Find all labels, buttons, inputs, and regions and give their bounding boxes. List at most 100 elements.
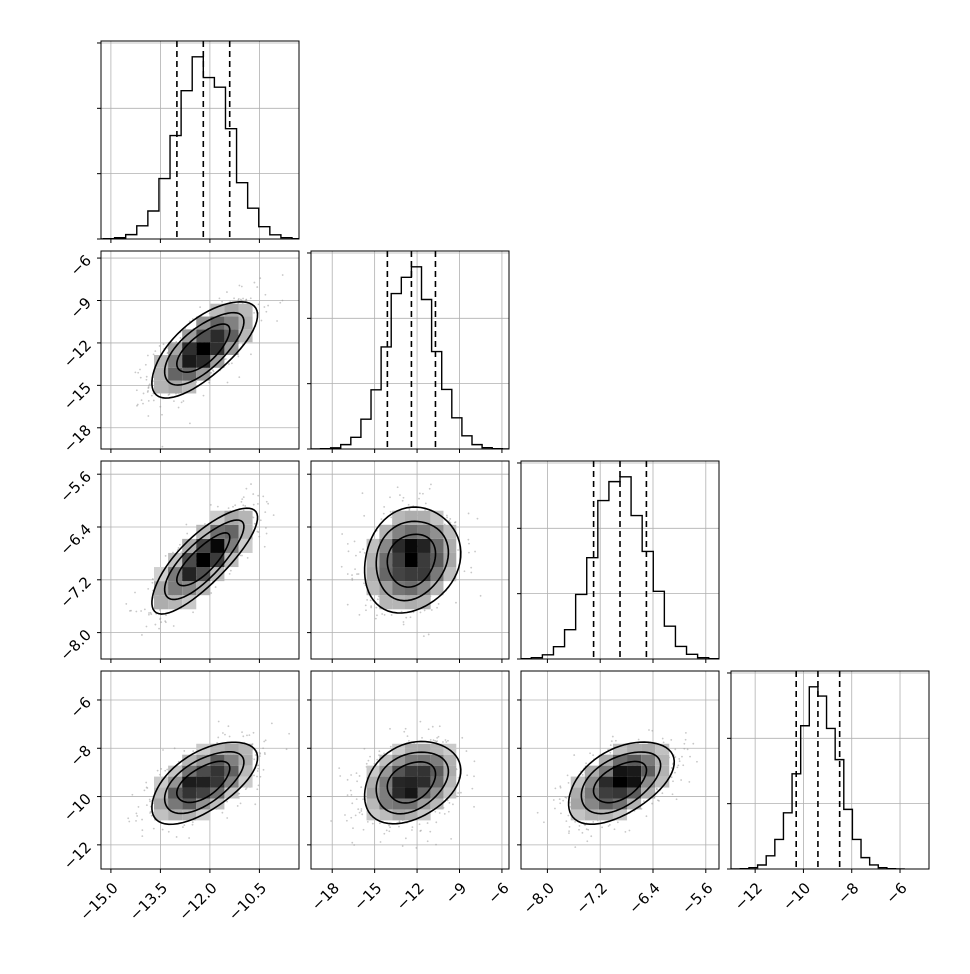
contour-level-1 <box>375 520 450 602</box>
scatter-point <box>470 571 473 574</box>
density-cell <box>570 809 585 821</box>
x-tick-label: −15 <box>350 879 385 914</box>
scatter-point <box>221 300 223 303</box>
density-cell <box>405 754 418 766</box>
scatter-point <box>351 579 354 581</box>
scatter-point <box>350 816 353 819</box>
scatter-point <box>389 727 391 730</box>
density-cell <box>655 743 670 755</box>
density-cell <box>379 776 393 788</box>
tick-marks <box>97 473 260 663</box>
density-cell <box>417 798 431 810</box>
density-cell <box>598 765 613 777</box>
scatter-point <box>408 740 410 742</box>
scatter-point <box>370 605 373 608</box>
scatter-point <box>149 800 151 803</box>
scatter-point <box>680 779 683 781</box>
panel-frame <box>100 460 300 660</box>
scatter-point <box>356 573 358 575</box>
scatter-point <box>265 310 268 313</box>
scatter-point <box>338 767 341 770</box>
density-cell <box>182 809 197 821</box>
contour-level-1 <box>580 751 662 815</box>
scatter-point <box>164 554 167 557</box>
y-tick-label: −6 <box>67 693 95 721</box>
scatter-point <box>581 774 584 776</box>
scatter-point <box>362 548 365 551</box>
density-cell <box>196 787 211 799</box>
y-tick-label: −10 <box>60 790 95 825</box>
scatter-point <box>656 788 658 791</box>
scatter-point <box>568 830 570 833</box>
scatter-point <box>147 399 150 402</box>
scatter-point <box>254 803 257 806</box>
density-cell <box>392 581 406 596</box>
scatter-point <box>589 752 591 755</box>
scatter-point <box>354 814 357 817</box>
scatter-point <box>357 573 360 575</box>
density-cell <box>210 765 225 777</box>
density-cell <box>392 743 406 755</box>
scatter-point <box>426 840 429 843</box>
density-cell <box>238 765 253 777</box>
scatter-point <box>388 824 390 827</box>
density-cell <box>168 367 183 381</box>
scatter-point <box>468 542 470 545</box>
x-tick-label: −8.0 <box>520 879 558 917</box>
scatter-point <box>146 354 149 357</box>
density-cell <box>430 581 444 596</box>
density-cell <box>379 798 393 810</box>
scatter-point <box>427 633 430 636</box>
contour-level-2 <box>363 506 462 614</box>
scatter-point <box>449 521 452 524</box>
x-tick-label: −12 <box>731 879 766 914</box>
contour-level-0 <box>175 323 231 373</box>
density-cell <box>405 809 418 821</box>
scatter-point <box>554 787 557 790</box>
scatter-point <box>188 837 190 839</box>
scatter-point <box>253 311 255 314</box>
scatter-point <box>265 527 267 529</box>
scatter-panel-1-0: −18−15−12−9−6 <box>60 250 300 456</box>
contour-level-2 <box>151 741 259 826</box>
scatter-point <box>559 786 562 789</box>
scatter-point <box>642 800 645 803</box>
x-tick-label: −7.2 <box>572 879 610 917</box>
scatter-point <box>208 312 211 315</box>
scatter-point <box>226 381 229 384</box>
scatter-point <box>574 820 577 823</box>
density-cell <box>238 303 253 317</box>
density-cell <box>392 798 406 810</box>
tick-marks <box>97 257 260 453</box>
scatter-point <box>263 306 266 308</box>
scatter-point <box>552 799 555 801</box>
density-cell <box>196 567 211 582</box>
scatter-point <box>143 608 146 611</box>
scatter-point <box>672 780 674 783</box>
scatter-point <box>559 802 562 805</box>
scatter-point <box>389 496 391 499</box>
panel-frame <box>100 670 300 870</box>
scatter-point <box>346 794 349 797</box>
density-cell <box>224 754 239 766</box>
scatter-point <box>159 405 162 408</box>
scatter-point <box>179 336 182 339</box>
scatter-point <box>430 483 432 486</box>
scatter-point <box>141 634 143 636</box>
contours <box>151 507 259 615</box>
scatter-point <box>129 610 131 612</box>
scatter-point <box>199 306 202 308</box>
scatter-point <box>224 733 226 736</box>
scatter-point <box>259 775 262 778</box>
scatter-point <box>158 773 161 776</box>
scatter-point <box>352 827 354 830</box>
scatter-point <box>209 504 212 506</box>
density-cell <box>196 765 211 777</box>
density-cell <box>392 552 406 568</box>
density-cell <box>379 765 393 777</box>
scatter-point <box>224 358 227 360</box>
density-cell <box>182 342 197 355</box>
scatter-point <box>411 826 414 829</box>
density-cell <box>443 538 457 553</box>
scatter-point <box>463 570 466 573</box>
